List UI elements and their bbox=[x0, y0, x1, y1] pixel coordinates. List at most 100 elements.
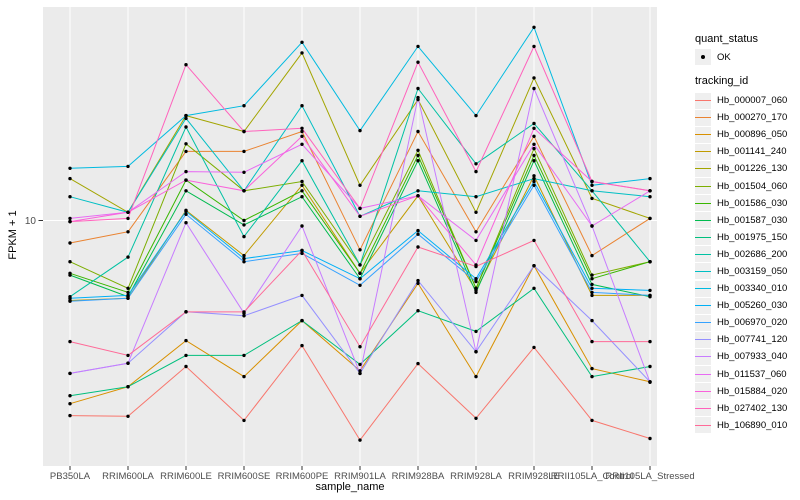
legend-key-box bbox=[695, 160, 711, 177]
data-point bbox=[532, 345, 536, 350]
data-point bbox=[416, 245, 420, 249]
data-point bbox=[416, 86, 420, 91]
data-point bbox=[358, 206, 362, 211]
data-point bbox=[68, 371, 72, 376]
x-tick-label: RRIM600LE bbox=[160, 471, 212, 482]
data-point bbox=[184, 169, 188, 174]
data-point bbox=[590, 290, 594, 295]
data-point bbox=[474, 169, 478, 174]
legend-entry-Hb_005260_030: Hb_005260_030 bbox=[695, 297, 787, 314]
data-point bbox=[68, 241, 72, 245]
legend-line-swatch bbox=[695, 288, 711, 290]
data-point bbox=[184, 310, 188, 314]
legend-key-box bbox=[695, 195, 711, 212]
legend-line-swatch bbox=[695, 424, 711, 426]
data-point bbox=[126, 164, 130, 169]
legend-entry-Hb_007741_120: Hb_007741_120 bbox=[695, 331, 787, 348]
x-tick-label: RRIM928LE bbox=[508, 471, 560, 482]
data-point bbox=[532, 153, 536, 158]
data-point bbox=[300, 343, 304, 348]
data-point bbox=[474, 374, 478, 379]
data-point bbox=[416, 159, 420, 163]
legend-key-box bbox=[695, 229, 711, 246]
data-point bbox=[532, 86, 536, 91]
x-axis-title: sample_name bbox=[315, 481, 385, 493]
data-point bbox=[590, 253, 594, 258]
data-point bbox=[532, 44, 536, 49]
data-point bbox=[242, 129, 246, 134]
data-point bbox=[590, 189, 594, 193]
data-point bbox=[590, 224, 594, 228]
legend-key-box bbox=[695, 212, 711, 229]
legend-line-swatch bbox=[695, 270, 711, 272]
data-point bbox=[532, 121, 536, 126]
data-point bbox=[532, 146, 536, 151]
data-point bbox=[474, 162, 478, 166]
legend-line-swatch bbox=[695, 134, 711, 136]
legend-key-box bbox=[695, 178, 711, 195]
legend-key-box bbox=[695, 366, 711, 383]
data-point bbox=[126, 361, 130, 365]
legend-line-swatch bbox=[695, 339, 711, 341]
data-point bbox=[242, 374, 246, 379]
data-point bbox=[242, 218, 246, 223]
legend-entry-label: Hb_000007_060 bbox=[717, 95, 788, 107]
data-point bbox=[648, 189, 652, 193]
x-tick-label: RRIM928LA bbox=[450, 471, 502, 482]
data-point bbox=[358, 369, 362, 373]
data-point bbox=[416, 194, 420, 198]
data-point bbox=[184, 125, 188, 129]
data-point bbox=[300, 104, 304, 108]
data-point bbox=[358, 283, 362, 287]
data-point bbox=[68, 260, 72, 264]
data-point bbox=[648, 176, 652, 181]
data-point bbox=[358, 183, 362, 187]
data-point bbox=[590, 273, 594, 277]
data-point bbox=[358, 277, 362, 281]
data-point bbox=[126, 353, 130, 358]
legend-entry-label: Hb_001975_150 bbox=[717, 231, 788, 243]
legend-entry-label: Hb_006970_020 bbox=[717, 317, 788, 329]
legend-line-swatch bbox=[695, 185, 711, 187]
legend-entry-label: Hb_007933_040 bbox=[717, 351, 788, 363]
x-tick-label: PB350LA bbox=[50, 471, 91, 482]
data-point bbox=[184, 113, 188, 118]
data-point bbox=[416, 153, 420, 158]
data-point bbox=[532, 142, 536, 146]
data-point bbox=[300, 195, 304, 199]
legend-key-box bbox=[695, 246, 711, 263]
x-tick-label: RRIM600PE bbox=[276, 471, 329, 482]
legend-key-box bbox=[695, 400, 711, 417]
data-point bbox=[532, 76, 536, 80]
data-point bbox=[68, 299, 72, 303]
x-tick-label: RRIM928BA bbox=[392, 471, 445, 482]
x-tick-label: RRIM600SE bbox=[218, 471, 271, 482]
legend-entry-label: Hb_027402_130 bbox=[717, 402, 788, 414]
legend-line-swatch bbox=[695, 219, 711, 221]
legend-line-swatch bbox=[695, 151, 711, 153]
data-point bbox=[68, 394, 72, 398]
data-point bbox=[300, 51, 304, 55]
data-point bbox=[648, 339, 652, 344]
data-point bbox=[416, 44, 420, 49]
data-point bbox=[416, 189, 420, 193]
data-point bbox=[300, 142, 304, 146]
data-point bbox=[68, 219, 72, 224]
data-point bbox=[648, 364, 652, 369]
legend-line-swatch bbox=[695, 322, 711, 324]
legend-line-swatch bbox=[695, 390, 711, 392]
data-point bbox=[242, 189, 246, 193]
legend-entry-label: Hb_003340_010 bbox=[717, 283, 788, 295]
legend-entry-Hb_006970_020: Hb_006970_020 bbox=[695, 314, 787, 331]
data-point bbox=[416, 232, 420, 236]
data-point bbox=[416, 278, 420, 283]
data-point bbox=[184, 221, 188, 225]
data-point bbox=[474, 210, 478, 214]
legend-line-swatch bbox=[695, 236, 711, 238]
data-point bbox=[126, 216, 130, 221]
plot-panel bbox=[43, 7, 657, 466]
data-point bbox=[532, 159, 536, 163]
data-point bbox=[474, 238, 478, 243]
data-point bbox=[532, 179, 536, 184]
legend-line-swatch bbox=[695, 305, 711, 307]
